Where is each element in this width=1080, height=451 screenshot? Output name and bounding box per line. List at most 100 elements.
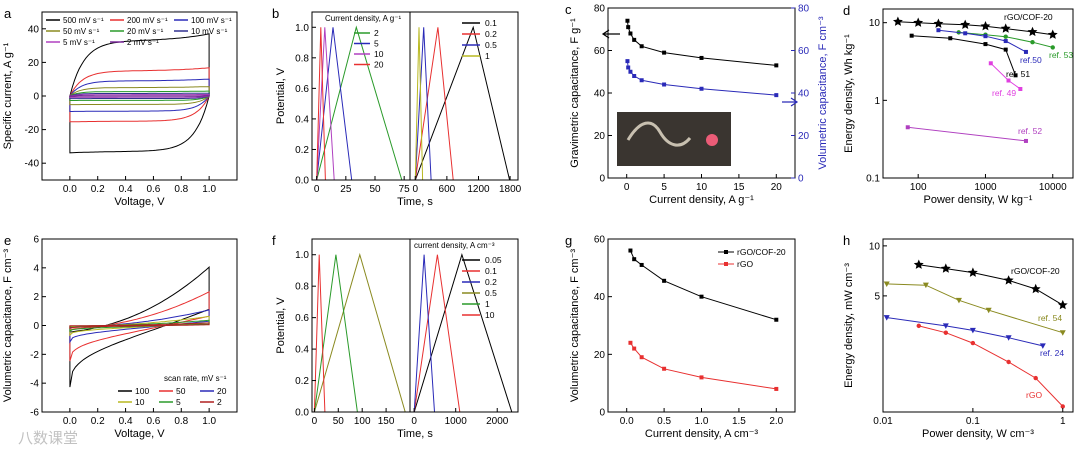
- y-tick-label-d: 1: [874, 96, 880, 107]
- y-tick-label-g: 60: [594, 235, 606, 246]
- inset-led: [706, 134, 718, 146]
- plot-frame-d: [882, 8, 1074, 179]
- legend-label-b: 10: [374, 49, 384, 59]
- data-point-c: [662, 82, 667, 87]
- x-tick-label-b-right: 1800: [499, 184, 522, 195]
- axis-arrow-left: [601, 29, 620, 39]
- data-point-d: [1000, 23, 1011, 33]
- data-point-d: [1027, 26, 1038, 37]
- chart-panel-a: 0.0 0.2 0.4 0.6 0.8 1.0 -40 -20 0 20 40 Voltage, V S…: [2, 6, 238, 208]
- data-point-d: [933, 18, 944, 28]
- x-tick-label-d: 100: [910, 182, 927, 193]
- data-point-c: [774, 93, 779, 98]
- series-label-d: rGO/COF-20: [1004, 12, 1053, 22]
- x-tick-label-b-left: 0: [314, 184, 320, 195]
- series-label-h: rGO/COF-20: [1011, 266, 1060, 276]
- legend-label-f: 1: [485, 299, 490, 309]
- data-point-d: [980, 21, 991, 31]
- legend-label-f: 0.2: [485, 277, 497, 287]
- panel-letter-e: e: [4, 233, 11, 248]
- legend-label-b: 20: [374, 60, 384, 70]
- chart-panel-d: rGO/COF-20 ref. 53 ref.50 ref. 51 ref. 49 ref…: [843, 3, 1074, 206]
- y-tick-label-b: 0.8: [295, 53, 309, 64]
- y-tick-label-e: 0: [33, 321, 39, 332]
- y-tick-label-g: 40: [594, 292, 606, 303]
- x-tick-label-a: 0.0: [63, 184, 77, 195]
- data-point-g: [639, 355, 644, 360]
- y-axis-label-c: Gravimetric capacitance, F g⁻¹: [569, 18, 581, 168]
- series-line-b-right: [414, 27, 424, 181]
- data-point-d: [1013, 73, 1018, 78]
- x-axis-label-b: Time, s: [397, 196, 433, 208]
- series-label-d: ref. 53: [1049, 50, 1073, 60]
- x-axis-label-h: Power density, W cm⁻³: [922, 428, 1034, 440]
- data-point-d: [909, 33, 914, 38]
- y-tick-label-c: 80: [594, 4, 606, 15]
- legend-label-a: 5 mV s⁻¹: [63, 38, 95, 47]
- data-point-c: [625, 59, 630, 64]
- data-point-h: [943, 330, 949, 335]
- y2-tick-label-c: 80: [798, 4, 810, 15]
- series-line-f-left: [313, 254, 326, 413]
- x-tick-label-e: 0.0: [63, 416, 77, 427]
- y-tick-label-c: 0: [599, 174, 605, 185]
- data-point-g-legend: [724, 262, 728, 266]
- data-point-h: [1057, 299, 1068, 310]
- panel-letter-h: h: [843, 233, 850, 248]
- data-point-c: [626, 25, 631, 30]
- legend-label-e: 20: [217, 386, 227, 396]
- legend-label-e: 100: [135, 386, 149, 396]
- legend-label-f: 0.5: [485, 288, 497, 298]
- data-point-h: [1039, 343, 1046, 349]
- data-point-g: [662, 278, 667, 283]
- data-point-h: [967, 267, 978, 277]
- x-tick-label-f-left: 100: [354, 416, 371, 427]
- x-tick-label-a: 1.0: [202, 184, 216, 195]
- data-point-d: [960, 19, 971, 29]
- x-tick-label-b-right: 1200: [467, 184, 490, 195]
- data-point-d: [1003, 39, 1008, 44]
- series-line-b-left: [316, 27, 335, 181]
- y-tick-label-b: 1.0: [295, 23, 309, 34]
- data-point-d: [936, 28, 941, 33]
- x-tick-label-h: 1: [1060, 416, 1066, 427]
- data-point-g: [774, 317, 779, 322]
- legend-label-b: 0.1: [485, 18, 497, 28]
- data-point-c: [774, 63, 779, 68]
- data-point-g-legend: [724, 250, 728, 254]
- data-point-h: [922, 282, 929, 289]
- data-point-c: [662, 50, 667, 55]
- series-line-b-left: [316, 27, 326, 181]
- series-line-d: [897, 21, 1053, 36]
- data-point-g: [628, 248, 633, 253]
- x-tick-label-f-left: 150: [378, 416, 395, 427]
- panel-letter-a: a: [4, 6, 12, 21]
- data-point-h: [1030, 283, 1041, 294]
- data-point-h: [1005, 335, 1012, 341]
- data-point-d: [963, 31, 968, 36]
- data-point-d: [1050, 45, 1055, 50]
- data-point-c: [628, 69, 633, 74]
- y-tick-label-b: 0.4: [295, 114, 309, 125]
- legend-label-a: 50 mV s⁻¹: [63, 27, 100, 36]
- legend-label-g: rGO: [737, 259, 753, 269]
- x-tick-label-g: 0.0: [620, 416, 634, 427]
- legend-label-f: 0.1: [485, 266, 497, 276]
- panel-letter-b: b: [272, 6, 279, 21]
- y2-axis-label-c: Volumetric capacitance, F cm⁻³: [817, 16, 829, 169]
- legend-label-b: 2: [374, 28, 379, 38]
- data-point-h: [1033, 375, 1038, 381]
- y-axis-label-d: Energy density, Wh kg⁻¹: [843, 34, 855, 153]
- data-point-d: [983, 34, 988, 39]
- data-point-g: [699, 294, 704, 299]
- y-tick-label-e: 2: [33, 292, 39, 303]
- series-label-h: ref. 24: [1040, 348, 1064, 358]
- data-point-d: [913, 17, 924, 27]
- legend-label-b: 1: [485, 51, 490, 61]
- cv-loop-e: [69, 322, 210, 329]
- series-line-h: [918, 325, 1064, 407]
- chart-panel-g: 0.0 0.5 1.0 1.5 2.0 0 20 40 60 Current density, A…: [565, 233, 796, 440]
- data-point-c: [699, 86, 704, 91]
- legend-label-e: 10: [135, 397, 145, 407]
- data-point-g: [628, 340, 633, 345]
